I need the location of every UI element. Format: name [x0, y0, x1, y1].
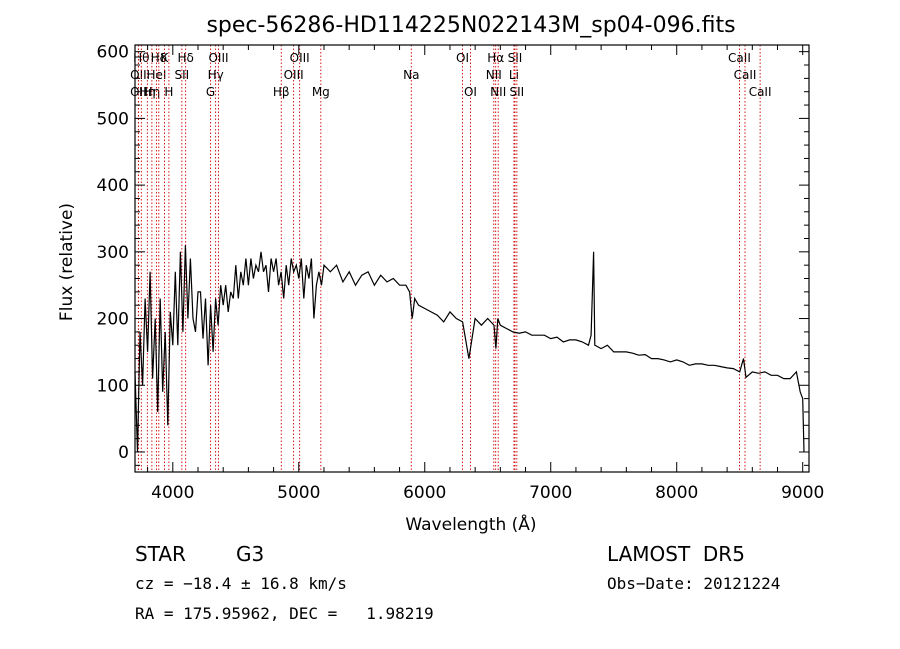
- line-label-2: Hθ: [133, 51, 149, 65]
- x-tick-label-2: 6000: [403, 483, 446, 503]
- object-subclass: G3: [236, 542, 265, 566]
- line-label-23: NII: [490, 85, 506, 99]
- y-tick-label-2: 200: [97, 310, 129, 330]
- object-class: STAR: [135, 542, 186, 566]
- survey-name: LAMOST DR5: [607, 542, 745, 566]
- line-label-10: Hδ: [177, 51, 193, 65]
- line-label-18: Na: [403, 68, 419, 82]
- y-tick-label-1: 100: [97, 376, 129, 396]
- line-label-13: OIII: [208, 51, 228, 65]
- line-label-28: CaII: [734, 68, 757, 82]
- line-label-16: OIII: [290, 51, 310, 65]
- observation-date: Obs−Date: 20121224: [607, 574, 781, 593]
- y-tick-label-6: 600: [97, 43, 129, 63]
- line-label-7: K: [161, 51, 170, 65]
- axes-ticks: 4000 5000 6000 7000 8000 9000 0 100 200 300 400 500…: [97, 43, 825, 503]
- line-label-19: OI: [456, 51, 469, 65]
- x-tick-label-0: 4000: [151, 483, 194, 503]
- line-label-4: Hη: [144, 85, 161, 99]
- line-label-6: Hδ: [151, 51, 167, 65]
- x-tick-label-4: 8000: [655, 483, 698, 503]
- line-label-17: Mg: [312, 85, 330, 99]
- y-axis-label: Flux (relative): [57, 203, 77, 321]
- y-tick-label-3: 300: [97, 243, 129, 263]
- y-tick-label-4: 400: [97, 176, 129, 196]
- line-label-26: SII: [509, 85, 524, 99]
- line-label-29: CaII: [749, 85, 772, 99]
- x-axis-label: Wavelength (Å): [405, 513, 536, 535]
- ra-dec-coordinates: RA = 175.95962, DEC = 1.98219: [135, 604, 434, 623]
- line-label-20: OI: [464, 85, 477, 99]
- line-label-8: H: [164, 85, 173, 99]
- line-label-15: OIII: [284, 68, 304, 82]
- line-label-9: SII: [175, 68, 190, 82]
- line-label-24: Li: [509, 68, 519, 82]
- y-tick-label-0: 0: [118, 443, 129, 463]
- x-tick-label-3: 7000: [529, 483, 572, 503]
- x-tick-label-5: 9000: [781, 483, 824, 503]
- line-label-5: HeI: [146, 68, 166, 82]
- line-label-12: Hγ: [208, 68, 224, 82]
- line-label-21: NII: [486, 68, 502, 82]
- emission-lines: OIIOIIHθHηHηHeIHδKHSIIHδGHγOIIIHβOIIIOII…: [130, 45, 772, 472]
- chart-title: spec-56286-HD114225N022143M_sp04-096.fit…: [206, 13, 735, 38]
- spectrum-line: [134, 245, 805, 453]
- x-tick-label-1: 5000: [277, 483, 320, 503]
- line-label-27: CaII: [728, 51, 751, 65]
- plot-frame: [134, 44, 810, 473]
- line-label-14: Hβ: [273, 85, 290, 99]
- line-label-11: G: [206, 85, 215, 99]
- y-tick-label-5: 500: [97, 109, 129, 129]
- line-label-25: SII: [508, 51, 523, 65]
- redshift-velocity: cz = −18.4 ± 16.8 km/s: [135, 574, 347, 593]
- line-label-1: OII: [130, 68, 147, 82]
- line-label-22: Hα: [487, 51, 504, 65]
